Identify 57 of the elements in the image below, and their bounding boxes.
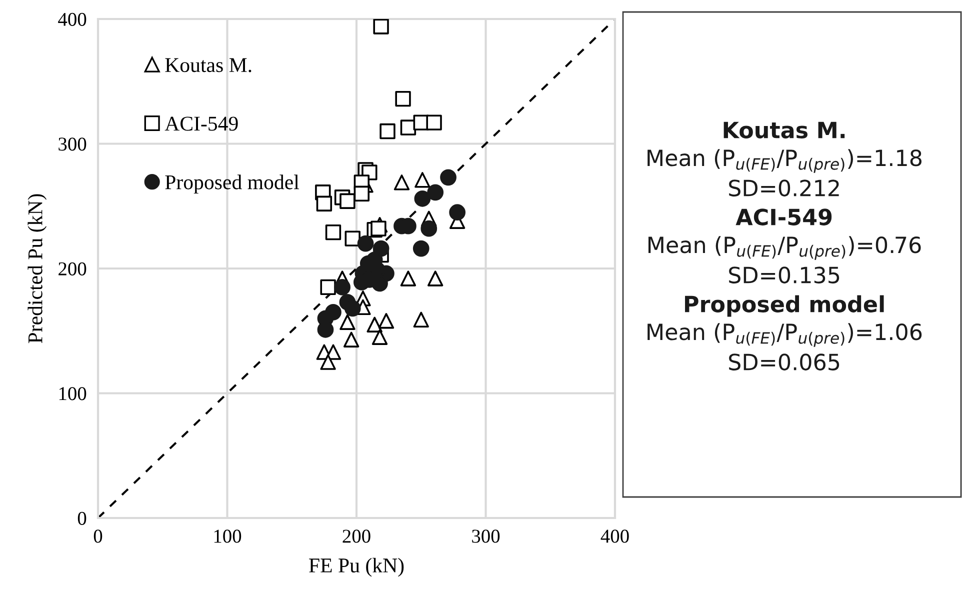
point (400, 270, 416, 286)
x-tick-label: 100 (214, 530, 242, 543)
point (380, 123, 396, 140)
y-tick-label: 0 (78, 512, 86, 525)
point (420, 220, 438, 237)
point (340, 314, 356, 330)
point (344, 230, 360, 246)
point (316, 196, 332, 212)
point (340, 193, 356, 209)
x-tick-label: 300 (472, 530, 500, 543)
point (354, 186, 370, 202)
text: Mean (P$_{u(FE)}$/P$_{u(pre)}$)=0.76 (648, 236, 921, 260)
text: Mean (P$_{u(FE)}$/P$_{u(pre)}$)=1.06 (648, 323, 922, 347)
point (366, 316, 382, 332)
text: Mean (P$_{u(FE)}$/P$_{u(pre)}$)=1.18 (648, 149, 922, 173)
point (413, 312, 429, 328)
point (368, 262, 386, 278)
legend-label: ACI-549 (164, 116, 238, 131)
text: Koutas M. (724, 122, 845, 138)
point (412, 240, 430, 257)
x-tick-label: 0 (94, 530, 102, 543)
x-axis-title: FE Pu (kN) (309, 558, 404, 577)
text: SD=0.135 (729, 266, 840, 284)
point (357, 235, 374, 252)
y-axis-title: Predicted Pu (kN) (28, 194, 47, 344)
point (440, 169, 456, 186)
point (400, 120, 416, 136)
point (334, 279, 350, 296)
y-tick-label: 100 (59, 387, 86, 400)
x-tick-label: 400 (600, 530, 629, 543)
point (414, 172, 430, 188)
y-tick-label: 200 (58, 262, 86, 276)
legend-label: Koutas M. (165, 58, 252, 72)
point (372, 329, 388, 345)
point (395, 90, 411, 107)
point (344, 300, 361, 317)
text: Proposed model (685, 295, 884, 317)
point (414, 190, 431, 207)
x-tick-label: 200 (342, 530, 370, 543)
point (373, 19, 389, 34)
point (426, 114, 442, 130)
text: SD=0.212 (729, 180, 839, 196)
point (320, 354, 336, 370)
text: SD=0.065 (729, 354, 840, 370)
point (343, 332, 360, 348)
point (427, 184, 444, 201)
point (449, 204, 466, 221)
point (320, 279, 336, 296)
y-tick-label: 400 (58, 12, 86, 26)
legend-label: Proposed model (165, 174, 299, 194)
text: ACI-549 (736, 208, 832, 226)
y-tick-label: 300 (58, 138, 86, 151)
point (325, 224, 342, 240)
point (394, 174, 410, 190)
point (370, 220, 386, 236)
point (378, 313, 394, 329)
point (427, 270, 444, 286)
